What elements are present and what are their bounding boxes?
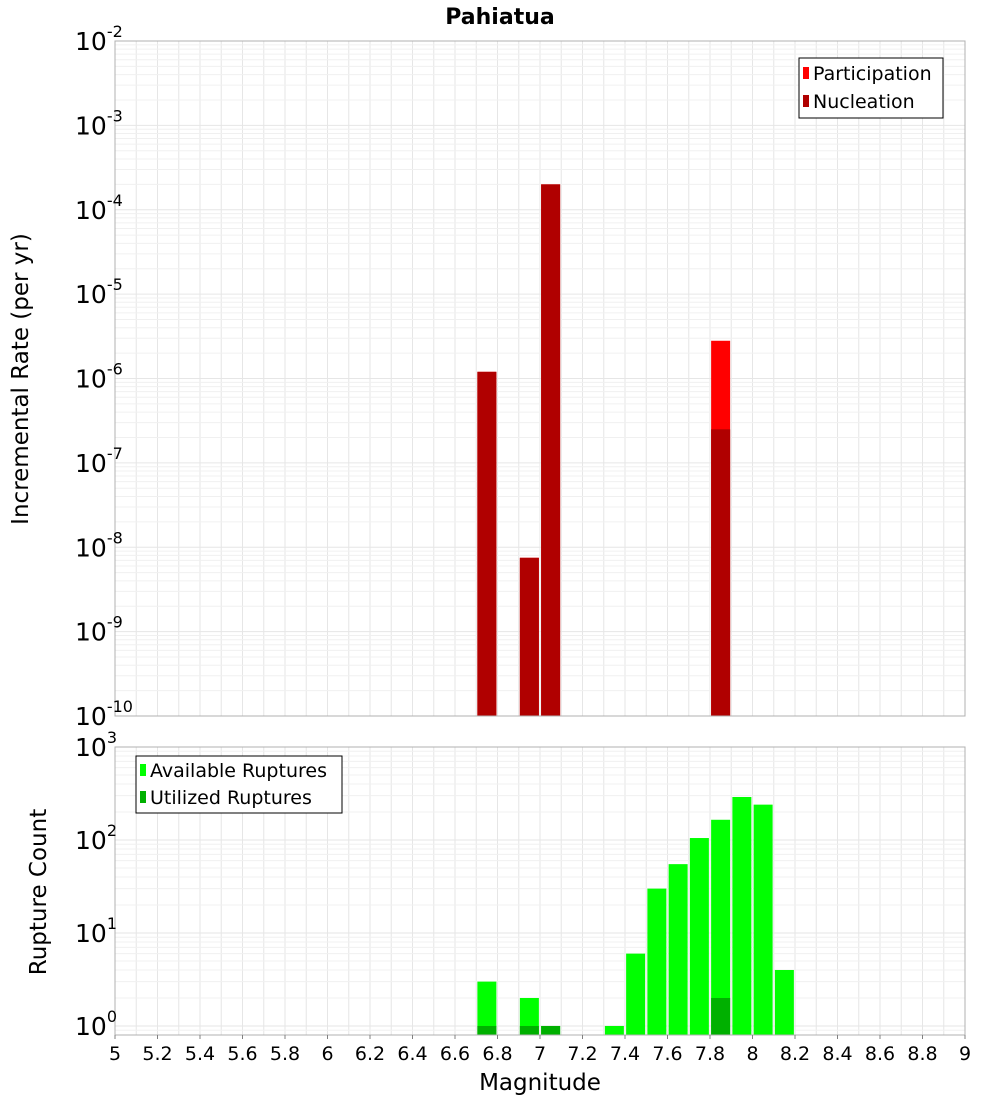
y-tick-label: 10-4 (75, 191, 123, 225)
count-bar-available-ruptures (647, 888, 667, 1035)
legend-label-utilized-ruptures: Utilized Ruptures (150, 787, 312, 809)
count-bar-available-ruptures (604, 1025, 624, 1035)
y-tick-label: 10-7 (75, 444, 123, 478)
y-tick-label: 101 (75, 914, 117, 948)
y-tick-label: 102 (75, 821, 117, 855)
x-tick-label: 6.8 (482, 1043, 512, 1065)
top-legend: Participation Nucleation (798, 57, 944, 119)
rate-bar-nucleation (519, 557, 539, 716)
legend-swatch-nucleation (803, 95, 809, 107)
count-bar-available-ruptures (477, 981, 497, 1035)
count-bar-utilized-ruptures (711, 997, 731, 1035)
bottom-y-axis-label: Rupture Count (26, 809, 52, 975)
top-y-tick-labels: 10-2 10-3 10-4 10-5 10-6 10-7 10-8 10-9 10-10 (75, 22, 133, 731)
x-tick-label: 7 (534, 1043, 546, 1065)
rate-bar-nucleation (711, 429, 731, 716)
count-bar-available-ruptures (519, 997, 539, 1035)
count-bar-available-ruptures (774, 969, 794, 1035)
x-tick-label: 5 (109, 1043, 121, 1065)
legend-label-available-ruptures: Available Ruptures (150, 760, 327, 782)
x-tick-label: 6 (321, 1043, 333, 1065)
count-bar-utilized-ruptures (519, 1025, 539, 1035)
bottom-legend: Available Ruptures Utilized Ruptures (135, 755, 343, 814)
legend-swatch-participation (803, 67, 809, 79)
x-tick-label: 5.6 (227, 1043, 257, 1065)
legend-swatch-utilized-ruptures (140, 791, 146, 803)
x-tick-label: 8.2 (780, 1043, 810, 1065)
count-bar-utilized-ruptures (477, 1025, 497, 1035)
x-tick-label: 8.6 (865, 1043, 895, 1065)
top-legend-box (798, 57, 944, 119)
x-tick-label: 9 (959, 1043, 971, 1065)
x-tick-label: 7.6 (652, 1043, 682, 1065)
x-tick-label: 6.2 (355, 1043, 385, 1065)
x-tick-label: 5.4 (185, 1043, 215, 1065)
x-tick-label: 7.4 (610, 1043, 640, 1065)
legend-label-nucleation: Nucleation (813, 91, 915, 113)
bottom-plot-bars (477, 796, 794, 1035)
y-tick-label: 10-10 (75, 697, 133, 731)
y-tick-label: 103 (75, 728, 117, 762)
legend-swatch-available-ruptures (140, 764, 146, 776)
y-tick-label: 10-3 (75, 106, 123, 140)
legend-label-participation: Participation (813, 63, 932, 85)
x-tick-label: 6.4 (397, 1043, 427, 1065)
rate-bar-nucleation (541, 184, 561, 717)
x-tick-label: 8.8 (907, 1043, 937, 1065)
x-tick-label: 5.2 (142, 1043, 172, 1065)
y-tick-label: 100 (75, 1007, 117, 1041)
x-tick-labels: 5 5.2 5.4 5.6 5.8 6 6.2 6.4 6.6 6.8 7 7.2 7.4 7.6 7.8 8… (109, 1035, 971, 1065)
y-tick-label: 10-8 (75, 528, 123, 562)
top-plot-frame (114, 40, 966, 717)
top-y-axis-label: Incremental Rate (per yr) (8, 233, 34, 525)
y-tick-label: 10-6 (75, 360, 123, 394)
x-tick-label: 6.6 (440, 1043, 470, 1065)
x-tick-label: 8 (746, 1043, 758, 1065)
x-tick-label: 7.8 (695, 1043, 725, 1065)
x-tick-label: 5.8 (270, 1043, 300, 1065)
y-tick-label: 10-9 (75, 613, 123, 647)
y-tick-label: 10-2 (75, 22, 123, 56)
count-bar-available-ruptures (711, 819, 731, 1035)
count-bar-available-ruptures (753, 804, 773, 1035)
x-tick-label: 7.2 (567, 1043, 597, 1065)
bottom-legend-box (135, 755, 343, 814)
top-plot-bars (477, 184, 731, 717)
chart-title: Pahiatua (445, 5, 554, 30)
rate-bar-nucleation (477, 371, 497, 716)
count-bar-utilized-ruptures (541, 1025, 561, 1035)
x-axis-label: Magnitude (479, 1070, 601, 1096)
count-bar-available-ruptures (668, 864, 688, 1035)
count-bar-available-ruptures (732, 796, 752, 1035)
count-bar-available-ruptures (689, 838, 709, 1035)
count-bar-available-ruptures (626, 953, 646, 1035)
bottom-y-tick-labels: 103 102 101 100 (75, 728, 117, 1041)
top-plot-grid (114, 40, 966, 717)
y-tick-label: 10-5 (75, 275, 123, 309)
x-tick-label: 8.4 (822, 1043, 852, 1065)
